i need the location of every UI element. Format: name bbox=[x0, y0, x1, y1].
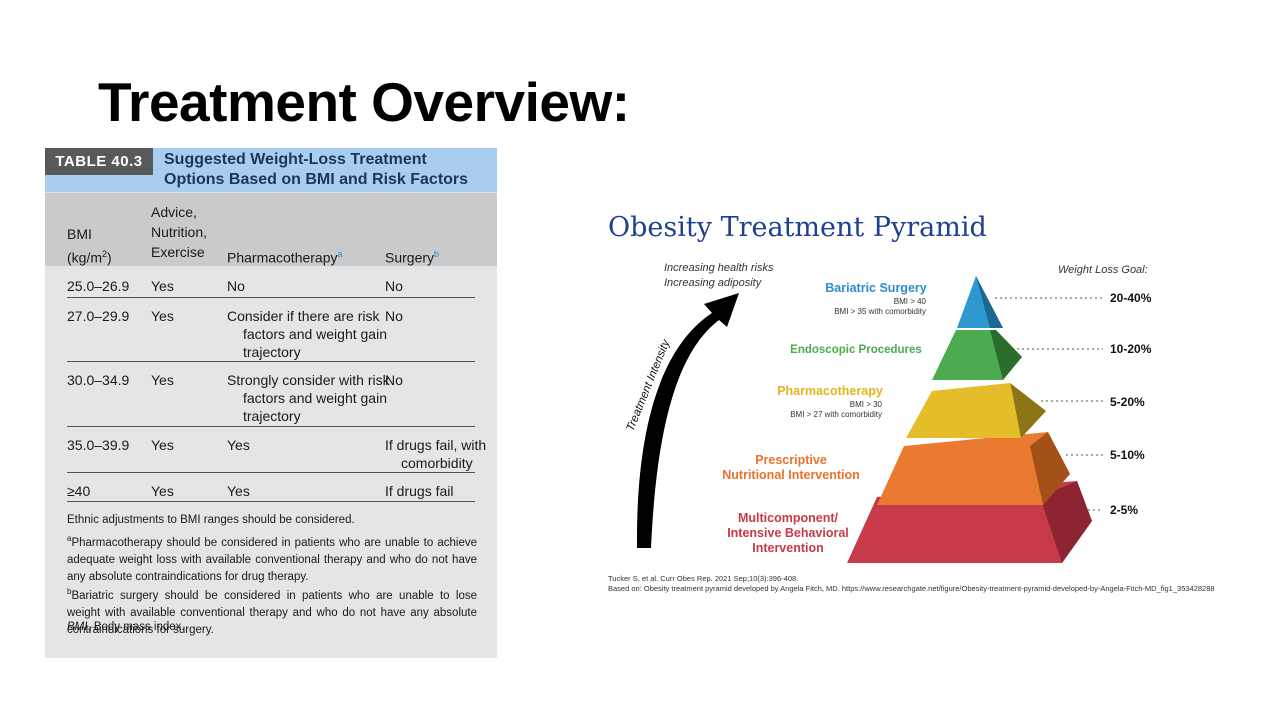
criteria-line1: BMI > 40 bbox=[893, 297, 926, 306]
cell-bmi: 30.0–34.9 bbox=[67, 372, 130, 388]
table-caption-line2: Options Based on BMI and Risk Factors bbox=[164, 171, 469, 188]
bmi-abbreviation: BMI bbox=[67, 621, 88, 633]
cell-advice: Yes bbox=[151, 278, 174, 294]
advice-header-line3: Exercise bbox=[151, 244, 205, 260]
bmi-header-line2: (kg/m2) bbox=[67, 244, 112, 268]
table-row: 35.0–39.9 Yes Yes If drugs fail, with co… bbox=[67, 427, 486, 473]
cell-bmi: ≥40 bbox=[67, 483, 91, 499]
risk-notes: Increasing health risks Increasing adipo… bbox=[664, 261, 773, 291]
cell-pharmacotherapy: Strongly consider with risk factors and … bbox=[227, 372, 390, 424]
bmi-unit-sup: 2 bbox=[102, 249, 108, 259]
cell-advice: Yes bbox=[151, 483, 174, 499]
table-row: 27.0–29.9 Yes Consider if there are risk… bbox=[67, 298, 475, 362]
table-row: ≥40 Yes Yes If drugs fail bbox=[67, 473, 475, 502]
cell-bmi: 35.0–39.9 bbox=[67, 437, 130, 453]
weight-loss-goal-header: Weight Loss Goal: bbox=[1058, 264, 1148, 276]
citation-fitch: Based on: Obesity treatment pyramid deve… bbox=[608, 584, 1215, 593]
cell-surgery: If drugs fail, with comorbidity bbox=[385, 437, 487, 471]
cell-advice: Yes bbox=[151, 437, 174, 453]
cell-surgery: No bbox=[385, 278, 403, 294]
slide-title: Treatment Overview: bbox=[98, 71, 630, 133]
column-header-pharmacotherapy: Pharmacotherapya bbox=[227, 244, 343, 268]
cell-surgery: No bbox=[385, 372, 403, 388]
table-caption-line1: Suggested Weight-Loss Treatment bbox=[164, 151, 427, 168]
risk-note-line2: Increasing adiposity bbox=[664, 277, 762, 289]
pyramid-level-nutritional bbox=[877, 432, 1070, 505]
level-label-behavioral: Multicomponent/ Intensive Behavioral Int… bbox=[708, 511, 868, 556]
column-header-surgery: Surgeryb bbox=[385, 244, 439, 268]
column-header-advice: Advice, Nutrition, Exercise bbox=[151, 202, 207, 262]
table-row: 30.0–34.9 Yes Strongly consider with ris… bbox=[67, 362, 475, 427]
goal-nutritional: 5-10% bbox=[1110, 448, 1145, 462]
pyramid-level-pharmacotherapy bbox=[906, 383, 1046, 438]
cell-pharmacotherapy: No bbox=[227, 278, 245, 294]
table-caption: Suggested Weight-Loss Treatment Options … bbox=[164, 150, 494, 190]
advice-header-line2: Nutrition, bbox=[151, 224, 208, 240]
label-line3: Intervention bbox=[752, 541, 824, 555]
criteria-line1: BMI > 30 bbox=[849, 400, 882, 409]
pyramid-level-endoscopic bbox=[932, 330, 1022, 380]
advice-header-line1: Advice, bbox=[151, 204, 197, 220]
pharma-footnote-mark: a bbox=[337, 249, 343, 259]
table-number-badge: TABLE 40.3 bbox=[45, 148, 153, 175]
treatment-intensity-arrow bbox=[636, 293, 739, 548]
column-header-row: BMI (kg/m2) Advice, Nutrition, Exercise … bbox=[45, 193, 497, 266]
cell-bmi: 25.0–26.9 bbox=[67, 278, 130, 294]
goal-pharmacotherapy: 5-20% bbox=[1110, 395, 1145, 409]
bmi-header-line1: BMI bbox=[67, 226, 92, 242]
criteria-line2: BMI > 27 with comorbidity bbox=[790, 410, 882, 419]
level-criteria-pharmacotherapy: BMI > 30 BMI > 27 with comorbidity bbox=[760, 400, 882, 420]
label-line2: Nutritional Intervention bbox=[722, 468, 860, 482]
cell-surgery: If drugs fail bbox=[385, 483, 454, 499]
bmi-definition: , Body mass index. bbox=[87, 621, 185, 633]
table-row: 25.0–26.9 Yes No No bbox=[67, 268, 475, 298]
column-header-bmi: BMI (kg/m2) bbox=[67, 224, 112, 268]
goal-endoscopic: 10-20% bbox=[1110, 342, 1152, 356]
goal-leader-lines bbox=[995, 297, 1103, 511]
label-line2: Intensive Behavioral bbox=[727, 526, 849, 540]
cell-bmi: 27.0–29.9 bbox=[67, 308, 130, 324]
bmi-unit-close: ) bbox=[107, 249, 112, 266]
cell-pharmacotherapy: Yes bbox=[227, 483, 250, 499]
surgery-header-text: Surgery bbox=[385, 249, 435, 266]
pharma-header-text: Pharmacotherapy bbox=[227, 249, 338, 266]
bmi-treatment-table: TABLE 40.3 Suggested Weight-Loss Treatme… bbox=[45, 148, 497, 658]
table-header-band: TABLE 40.3 Suggested Weight-Loss Treatme… bbox=[45, 148, 497, 192]
footnote-bmi-abbr: BMI, Body mass index. bbox=[67, 619, 477, 636]
criteria-line2: BMI > 35 with comorbidity bbox=[834, 307, 926, 316]
surgery-footnote-mark: b bbox=[434, 249, 440, 259]
goal-behavioral: 2-5% bbox=[1110, 503, 1139, 517]
level-label-nutritional: Prescriptive Nutritional Intervention bbox=[710, 453, 872, 483]
pyramid-title: Obesity Treatment Pyramid bbox=[608, 212, 987, 243]
level-label-bariatric: Bariatric Surgery bbox=[825, 281, 927, 295]
cell-pharmacotherapy: Yes bbox=[227, 437, 250, 453]
footnote-a: aPharmacotherapy should be considered in… bbox=[67, 530, 477, 586]
risk-note-line1: Increasing health risks bbox=[664, 262, 774, 274]
footnote-ethnic: Ethnic adjustments to BMI ranges should … bbox=[67, 514, 355, 526]
cell-pharmacotherapy: Consider if there are risk factors and w… bbox=[227, 308, 387, 360]
level-label-pharmacotherapy: Pharmacotherapy bbox=[777, 384, 883, 398]
cell-advice: Yes bbox=[151, 308, 174, 324]
bmi-unit: (kg/m bbox=[67, 249, 102, 266]
goal-bariatric: 20-40% bbox=[1110, 291, 1152, 305]
footnote-b-text: Bariatric surgery should be considered i… bbox=[67, 589, 477, 636]
footnote-b-mark: b bbox=[67, 587, 72, 596]
cell-advice: Yes bbox=[151, 372, 174, 388]
label-line1: Multicomponent/ bbox=[738, 511, 838, 525]
pyramid-level-bariatric bbox=[957, 276, 1003, 328]
label-line1: Prescriptive bbox=[755, 453, 827, 467]
footnote-b: bBariatric surgery should be considered … bbox=[67, 583, 477, 639]
level-criteria-bariatric: BMI > 40 BMI > 35 with comorbidity bbox=[800, 297, 926, 317]
citation-tucker: Tucker S, et al. Curr Obes Rep. 2021 Sep… bbox=[608, 574, 799, 583]
footnote-a-mark: a bbox=[67, 534, 72, 543]
footnote-a-text: Pharmacotherapy should be considered in … bbox=[67, 536, 477, 583]
cell-surgery: No bbox=[385, 308, 403, 324]
level-label-endoscopic: Endoscopic Procedures bbox=[790, 344, 922, 356]
